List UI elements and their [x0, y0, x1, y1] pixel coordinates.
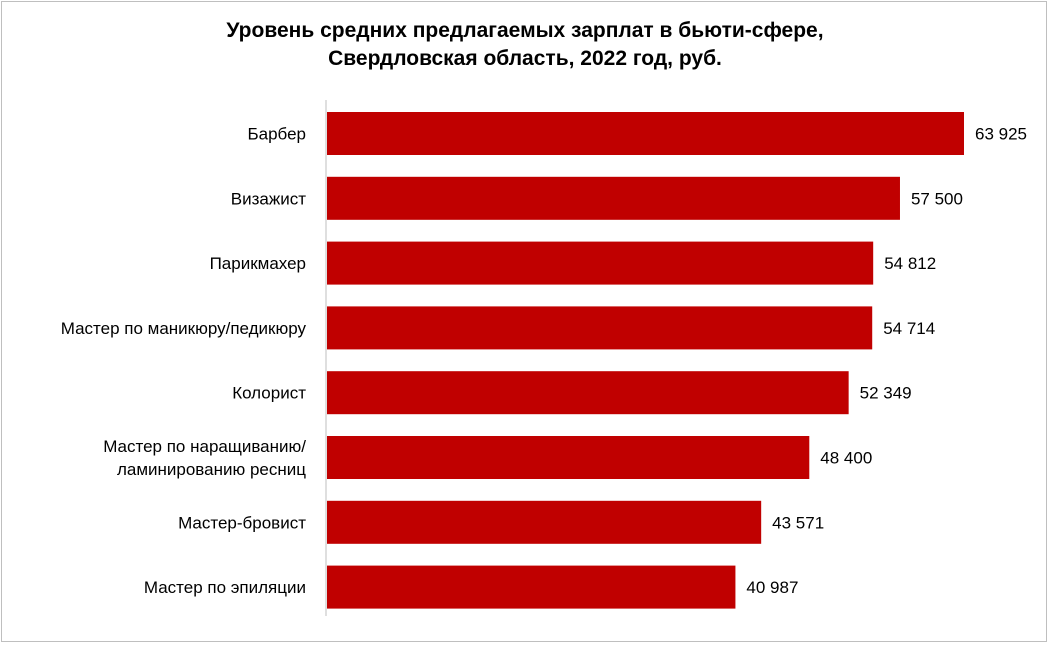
value-label-4: 52 349 [860, 384, 912, 403]
category-label-4: Колорист [232, 384, 306, 403]
category-label-1: Визажист [231, 189, 306, 208]
category-label-5: Мастер по наращиванию/ламинированию ресн… [103, 437, 306, 479]
value-label-0: 63 925 [975, 125, 1027, 144]
bar-7 [327, 565, 736, 609]
bar-6 [327, 500, 762, 544]
category-label-2: Парикмахер [210, 254, 306, 273]
value-label-2: 54 812 [884, 254, 936, 273]
category-label-0: Барбер [247, 125, 306, 144]
category-label-6: Мастер-бровист [178, 513, 306, 532]
category-label-3: Мастер по маникюру/педикюру [61, 319, 307, 338]
bar-3 [327, 306, 873, 350]
value-label-5: 48 400 [820, 449, 872, 468]
chart-title: Уровень средних предлагаемых зарплат в б… [226, 19, 824, 42]
bar-1 [327, 176, 900, 220]
value-label-3: 54 714 [883, 319, 935, 338]
value-label-1: 57 500 [911, 189, 963, 208]
chart-title-block: Уровень средних предлагаемых зарплат в б… [0, 17, 1050, 73]
category-label-7: Мастер по эпиляции [144, 578, 306, 597]
bar-2 [327, 241, 874, 285]
bars-layer: 63 925 Барбер 57 500 Визажист 54 812 Парикмах… [61, 112, 1027, 609]
bar-4 [327, 371, 849, 415]
chart-subtitle: Свердловская область, 2022 год, руб. [328, 47, 722, 70]
bar-0 [327, 112, 964, 155]
value-label-6: 43 571 [772, 513, 824, 532]
value-label-7: 40 987 [746, 578, 798, 597]
bar-5 [327, 436, 810, 479]
